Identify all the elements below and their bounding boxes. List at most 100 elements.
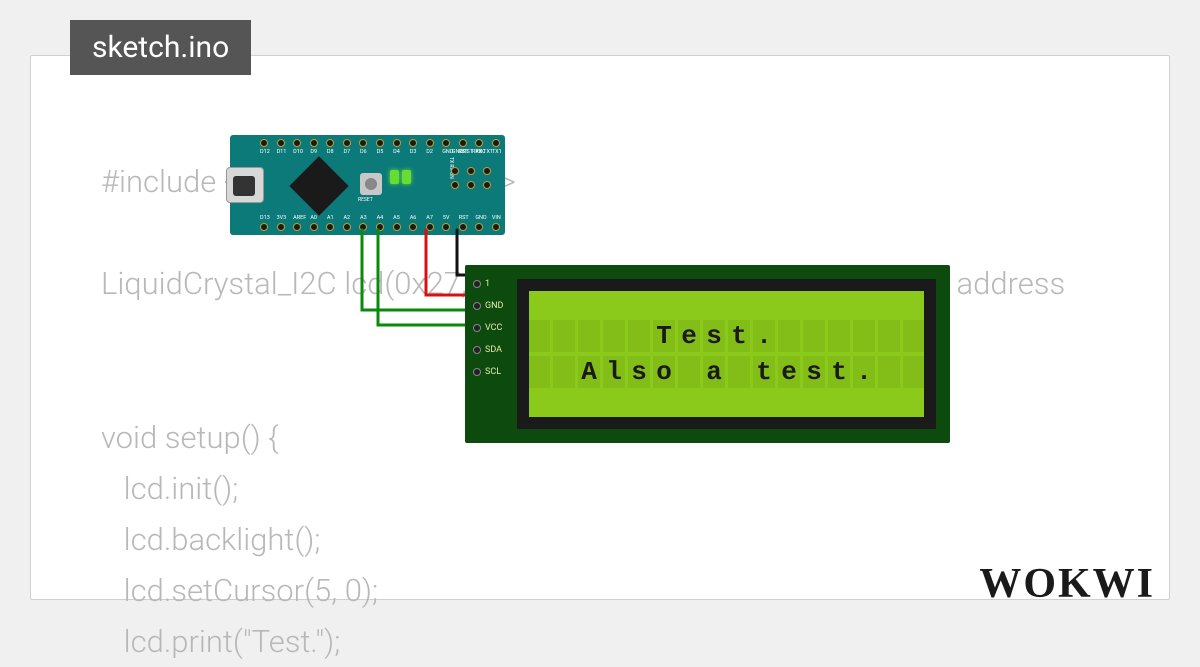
pin-label: 5V bbox=[442, 215, 450, 221]
lcd-char bbox=[528, 320, 550, 352]
lcd-char bbox=[903, 320, 925, 352]
pin-hole bbox=[277, 223, 285, 231]
pin-hole bbox=[260, 139, 268, 147]
pin-label: AREF bbox=[293, 215, 301, 221]
lcd-char: o bbox=[653, 356, 675, 388]
lcd-char: l bbox=[603, 356, 625, 388]
pin-label: D4 bbox=[393, 149, 401, 155]
status-leds bbox=[390, 170, 411, 184]
pin-hole bbox=[277, 139, 285, 147]
pin-label: D8 bbox=[326, 149, 334, 155]
lcd-pin: 1 bbox=[473, 279, 503, 289]
led-icon bbox=[402, 170, 411, 184]
led-icon bbox=[390, 170, 399, 184]
pin-hole bbox=[359, 139, 367, 147]
pin-hole bbox=[260, 223, 268, 231]
pin-hole bbox=[359, 223, 367, 231]
lcd-char: a bbox=[703, 356, 725, 388]
lcd-char bbox=[603, 320, 625, 352]
pin-label: D6 bbox=[359, 149, 367, 155]
pin-hole bbox=[409, 223, 417, 231]
arduino-nano-board[interactable]: D12D11D10D9D8D7D6D5D4D3D2GNDRSTRX0TX1 D1… bbox=[230, 135, 505, 235]
lcd-char: t bbox=[828, 356, 850, 388]
pin-hole bbox=[310, 223, 318, 231]
lcd-char bbox=[528, 356, 550, 388]
lcd-1602-module[interactable]: 1 GND VCC SDA SCL Test. Alsoatest. bbox=[465, 265, 950, 443]
usb-port-icon bbox=[226, 167, 264, 203]
lcd-char bbox=[678, 356, 700, 388]
lcd-screen: Test. Alsoatest. bbox=[517, 279, 936, 429]
lcd-char bbox=[578, 320, 600, 352]
lcd-pin: GND bbox=[473, 301, 503, 311]
wire-scl[interactable] bbox=[378, 230, 476, 351]
mcu-chip-icon bbox=[289, 156, 348, 215]
file-tab-label: sketch.ino bbox=[92, 30, 229, 65]
pin-hole bbox=[492, 139, 500, 147]
lcd-pin-header: 1 GND VCC SDA SCL bbox=[473, 279, 503, 377]
pin-label: GND bbox=[442, 149, 450, 155]
pin-label: A3 bbox=[359, 215, 367, 221]
pin-label: 3V3 bbox=[277, 215, 285, 221]
file-tab[interactable]: sketch.ino bbox=[70, 20, 251, 75]
reset-button[interactable] bbox=[360, 173, 382, 195]
lcd-char: . bbox=[853, 356, 875, 388]
pin-hole bbox=[409, 139, 417, 147]
pin-hole bbox=[393, 223, 401, 231]
pin-label: RST bbox=[459, 215, 467, 221]
lcd-char bbox=[553, 356, 575, 388]
lcd-pin: VCC bbox=[473, 323, 503, 333]
lcd-char: s bbox=[703, 320, 725, 352]
pin-label: A6 bbox=[409, 215, 417, 221]
pin-label: A1 bbox=[326, 215, 334, 221]
lcd-char: . bbox=[753, 320, 775, 352]
pin-label: D13 bbox=[260, 215, 268, 221]
pin-hole bbox=[343, 223, 351, 231]
pin-label: TX1 bbox=[492, 149, 500, 155]
gndrst-label: GNDRST bbox=[452, 149, 473, 155]
pin-hole bbox=[376, 139, 384, 147]
lcd-char bbox=[878, 320, 900, 352]
lcd-char bbox=[878, 356, 900, 388]
pin-hole bbox=[475, 139, 483, 147]
pin-label: D9 bbox=[310, 149, 318, 155]
lcd-char bbox=[553, 320, 575, 352]
pin-label: A5 bbox=[393, 215, 401, 221]
pin-label: D11 bbox=[277, 149, 285, 155]
pin-hole bbox=[426, 223, 434, 231]
pin-hole bbox=[310, 139, 318, 147]
wokwi-logo: WOKWI bbox=[979, 560, 1155, 608]
wire-sda[interactable] bbox=[362, 230, 476, 327]
pin-row-bottom bbox=[260, 223, 500, 231]
pin-label: GND bbox=[475, 215, 483, 221]
pin-hole bbox=[442, 223, 450, 231]
pin-hole bbox=[343, 139, 351, 147]
pin-label: D12 bbox=[260, 149, 268, 155]
pin-hole bbox=[426, 139, 434, 147]
icsp-pads bbox=[451, 167, 493, 189]
lcd-char bbox=[728, 356, 750, 388]
pin-label: A2 bbox=[343, 215, 351, 221]
lcd-char: t bbox=[728, 320, 750, 352]
pin-label: D3 bbox=[409, 149, 417, 155]
rxtx-label: RX0 TX1 bbox=[472, 149, 493, 155]
lcd-pin: SDA bbox=[473, 345, 503, 355]
reset-label: RESET bbox=[358, 197, 373, 203]
lcd-char: A bbox=[578, 356, 600, 388]
pin-label: D5 bbox=[376, 149, 384, 155]
pin-hole bbox=[442, 139, 450, 147]
pin-hole bbox=[326, 223, 334, 231]
pin-labels-bottom: D133V3AREFA0A1A2A3A4A5A6A75VRSTGNDVIN bbox=[260, 215, 500, 221]
pin-label: D2 bbox=[426, 149, 434, 155]
pin-label: D10 bbox=[293, 149, 301, 155]
pin-hole bbox=[393, 139, 401, 147]
lcd-char: s bbox=[628, 356, 650, 388]
pin-hole bbox=[376, 223, 384, 231]
pin-hole bbox=[459, 223, 467, 231]
simulator-canvas[interactable]: D12D11D10D9D8D7D6D5D4D3D2GNDRSTRX0TX1 D1… bbox=[230, 135, 950, 455]
pin-label: D7 bbox=[343, 149, 351, 155]
lcd-char: s bbox=[803, 356, 825, 388]
lcd-char bbox=[903, 356, 925, 388]
lcd-char bbox=[828, 320, 850, 352]
lcd-pin: SCL bbox=[473, 367, 503, 377]
pin-row-top bbox=[260, 139, 500, 147]
